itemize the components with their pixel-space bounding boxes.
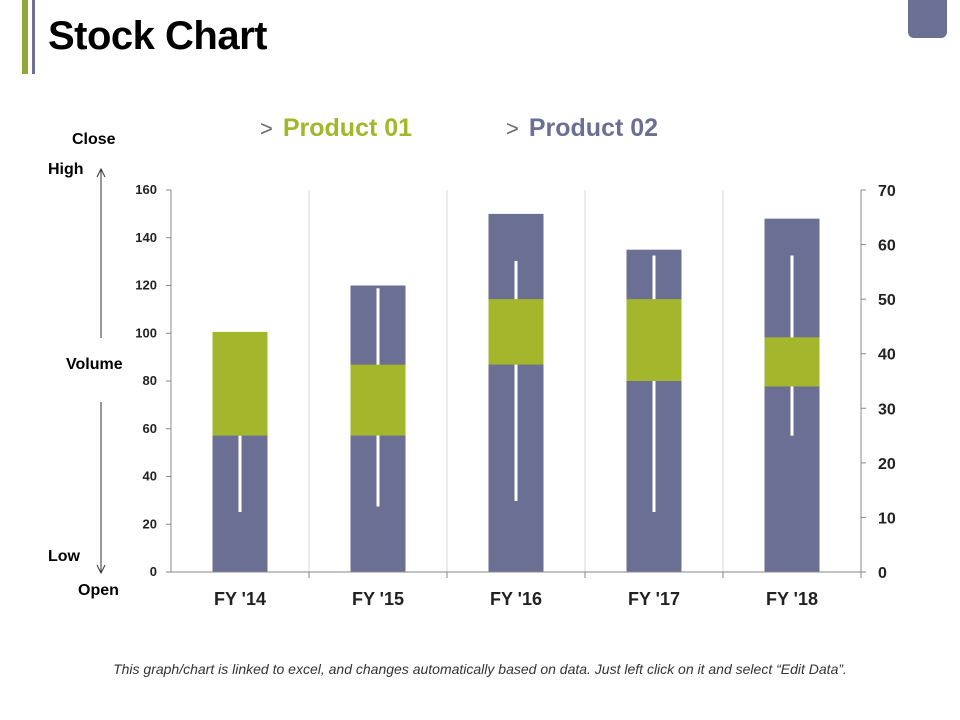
- legend-label-product-02: Product 02: [528, 114, 659, 142]
- right-axis-tick-label: 40: [878, 347, 896, 364]
- side-label-high: High: [48, 161, 84, 178]
- x-axis-tick-label: FY '16: [490, 589, 542, 609]
- high-arrow-icon: [96, 167, 106, 338]
- side-label-close: Close: [72, 131, 116, 148]
- title-accent-bar: [22, 0, 28, 74]
- side-label-low: Low: [48, 548, 80, 565]
- footer-note: This graph/chart is linked to excel, and…: [113, 661, 847, 677]
- right-axis-tick-label: 0: [878, 565, 887, 582]
- title-accent-bar-secondary: [32, 0, 35, 74]
- left-axis-tick-label: 100: [135, 325, 157, 340]
- right-axis-tick-label: 20: [878, 456, 896, 473]
- left-axis-tick-label: 80: [143, 373, 157, 388]
- legend-product-02: > Product 02: [506, 114, 658, 143]
- x-axis-tick-label: FY '17: [628, 589, 680, 609]
- side-label-open: Open: [78, 582, 119, 599]
- open-close-body: [212, 331, 268, 436]
- open-close-body: [488, 299, 544, 365]
- page-title: Stock Chart: [48, 14, 268, 58]
- legend-label-product-01: Product 01: [282, 114, 413, 142]
- open-close-body: [350, 364, 406, 436]
- right-axis-tick-label: 70: [878, 183, 896, 200]
- right-axis-tick-label: 60: [878, 238, 896, 255]
- chevron-right-icon: >: [506, 116, 519, 141]
- left-axis-tick-label: 160: [135, 182, 157, 197]
- x-axis-tick-label: FY '14: [214, 589, 266, 609]
- right-axis-tick-label: 10: [878, 510, 896, 527]
- right-axis-tick-label: 30: [878, 401, 896, 418]
- left-axis-tick-label: 60: [143, 421, 157, 436]
- right-axis-tick-label: 50: [878, 292, 896, 309]
- x-axis-tick-label: FY '15: [352, 589, 404, 609]
- left-axis-tick-label: 0: [150, 564, 157, 579]
- open-close-body: [626, 299, 682, 381]
- legend-product-01: > Product 01: [260, 114, 412, 143]
- open-close-body: [764, 337, 820, 387]
- left-axis-tick-label: 120: [135, 278, 157, 293]
- left-axis-tick-label: 140: [135, 230, 157, 245]
- left-axis-tick-label: 20: [143, 516, 157, 531]
- side-label-volume: Volume: [66, 356, 123, 373]
- corner-tab: [908, 0, 947, 38]
- chevron-right-icon: >: [260, 116, 273, 141]
- x-axis-tick-label: FY '18: [766, 589, 818, 609]
- low-arrow-icon: [96, 402, 106, 575]
- left-axis-tick-label: 40: [143, 469, 157, 484]
